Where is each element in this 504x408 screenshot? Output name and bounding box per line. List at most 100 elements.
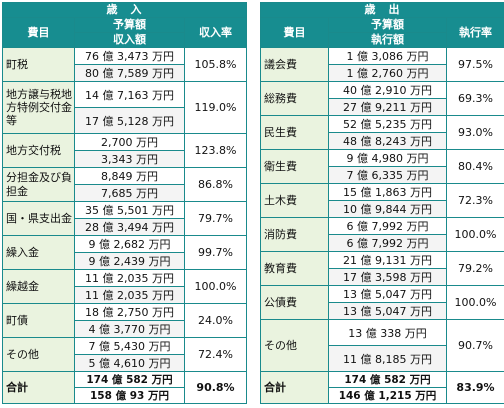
- revenue-col-rate: 収入率: [183, 17, 248, 48]
- revenue-actual-amount: 17 億 5,128 万円: [74, 107, 185, 134]
- revenue-budget-amount: 2,700 万円: [74, 133, 185, 151]
- revenue-row: その他 7 億 5,430 万円 72.4%: [2, 337, 248, 372]
- expenditure-rate: 97.5%: [445, 47, 504, 82]
- expenditure-actual-amount: 7 億 6,335 万円: [328, 166, 447, 184]
- expenditure-row-sub: 48 億 8,243 万円: [261, 132, 504, 150]
- revenue-row-sub: 3,343 万円: [3, 150, 247, 168]
- expenditure-total-actual: 146 億 1,215 万円: [328, 387, 447, 404]
- revenue-actual-amount: 80 億 7,589 万円: [74, 64, 185, 82]
- expenditure-actual-amount: 27 億 9,211 万円: [328, 98, 447, 116]
- revenue-budget-amount: 11 億 2,035 万円: [74, 269, 185, 287]
- revenue-total-label: 合計: [2, 371, 75, 404]
- revenue-row: 地方譲与税地方特例交付金等 14 億 7,163 万円 119.0%: [2, 81, 248, 134]
- revenue-row-sub: 5 億 4,610 万円: [3, 354, 247, 372]
- expenditure-budget-amount: 40 億 2,910 万円: [328, 81, 447, 99]
- revenue-item-name: 地方交付税: [2, 133, 75, 168]
- expenditure-actual-amount: 10 億 9,844 万円: [328, 200, 447, 218]
- expenditure-rate: 72.3%: [445, 183, 504, 218]
- expenditure-actual-amount: 11 億 8,185 万円: [328, 345, 447, 372]
- expenditure-item-name: 衛生費: [260, 149, 329, 184]
- revenue-row: 分担金及び負担金 8,849 万円 86.8%: [2, 167, 248, 202]
- expenditure-total-label: 合計: [260, 371, 329, 404]
- revenue-item-name: 地方譲与税地方特例交付金等: [2, 81, 75, 134]
- expenditure-row: 総務費 40 億 2,910 万円 69.3%: [260, 81, 504, 116]
- expenditure-row: 衛生費 9 億 4,980 万円 80.4%: [260, 149, 504, 184]
- expenditure-row-sub: 13 億 5,047 万円: [261, 302, 504, 320]
- expenditure-actual-amount: 48 億 8,243 万円: [328, 132, 447, 150]
- revenue-title: 歳 入: [1, 2, 248, 18]
- revenue-budget-amount: 8,849 万円: [74, 167, 185, 185]
- revenue-rate: 105.8%: [183, 47, 248, 82]
- revenue-item-name: 町税: [2, 47, 75, 82]
- revenue-col-item: 費目: [2, 17, 75, 48]
- expenditure-actual-amount: 17 億 3,598 万円: [328, 268, 447, 286]
- expenditure-item-name: 教育費: [260, 251, 329, 286]
- revenue-row: 繰入金 9 億 2,682 万円 99.7%: [2, 235, 248, 270]
- expenditure-col-rate: 執行率: [445, 17, 504, 48]
- expenditure-total-row-sub: 146 億 1,215 万円: [261, 387, 504, 404]
- revenue-rate: 119.0%: [183, 81, 248, 134]
- revenue-rate: 24.0%: [183, 303, 248, 338]
- expenditure-row: 土木費 15 億 1,863 万円 72.3%: [260, 183, 504, 218]
- expenditure-row: 議会費 1 億 3,086 万円 97.5%: [260, 47, 504, 82]
- revenue-actual-amount: 5 億 4,610 万円: [74, 354, 185, 372]
- revenue-table-container: 歳 入 費目 予算額 収入率 収入額 町税 76 億 3,473 万円 105.8%…: [1, 2, 248, 404]
- revenue-budget-amount: 14 億 7,163 万円: [74, 81, 185, 108]
- revenue-row: 繰越金 11 億 2,035 万円 100.0%: [2, 269, 248, 304]
- revenue-total-actual: 158 億 93 万円: [74, 387, 185, 404]
- expenditure-row: その他 13 億 338 万円 90.7%: [260, 319, 504, 372]
- revenue-row-sub: 7,685 万円: [3, 184, 247, 202]
- revenue-rate: 123.8%: [183, 133, 248, 168]
- revenue-actual-amount: 11 億 2,035 万円: [74, 286, 185, 304]
- revenue-actual-amount: 3,343 万円: [74, 150, 185, 168]
- expenditure-rate: 100.0%: [445, 217, 504, 252]
- expenditure-total-rate: 83.9%: [445, 371, 504, 404]
- expenditure-rate: 93.0%: [445, 115, 504, 150]
- revenue-col-actual: 収入額: [74, 32, 185, 48]
- revenue-table: 歳 入 費目 予算額 収入率 収入額 町税 76 億 3,473 万円 105.8%…: [1, 2, 248, 404]
- expenditure-rate: 69.3%: [445, 81, 504, 116]
- expenditure-budget-amount: 15 億 1,863 万円: [328, 183, 447, 201]
- revenue-total-rate: 90.8%: [183, 371, 248, 404]
- expenditure-col-item: 費目: [260, 17, 329, 48]
- revenue-rate: 100.0%: [183, 269, 248, 304]
- revenue-total-budget: 174 億 582 万円: [74, 371, 185, 388]
- expenditure-rate: 80.4%: [445, 149, 504, 184]
- revenue-rate: 72.4%: [183, 337, 248, 372]
- expenditure-row-sub: 27 億 9,211 万円: [261, 98, 504, 116]
- expenditure-row-sub: 6 億 7,992 万円: [261, 234, 504, 252]
- expenditure-item-name: 民生費: [260, 115, 329, 150]
- expenditure-budget-amount: 13 億 5,047 万円: [328, 285, 447, 303]
- revenue-actual-amount: 4 億 3,770 万円: [74, 320, 185, 338]
- expenditure-item-name: 公債費: [260, 285, 329, 320]
- expenditure-row-sub: 17 億 3,598 万円: [261, 268, 504, 286]
- revenue-row-sub: 11 億 2,035 万円: [3, 286, 247, 304]
- expenditure-rate: 90.7%: [445, 319, 504, 372]
- revenue-actual-amount: 28 億 3,494 万円: [74, 218, 185, 236]
- expenditure-row: 公債費 13 億 5,047 万円 100.0%: [260, 285, 504, 320]
- expenditure-row: 民生費 52 億 5,235 万円 93.0%: [260, 115, 504, 150]
- revenue-budget-amount: 35 億 5,501 万円: [74, 201, 185, 219]
- expenditure-title: 歳 出: [259, 2, 504, 18]
- revenue-row: 町債 18 億 2,750 万円 24.0%: [2, 303, 248, 338]
- revenue-actual-amount: 7,685 万円: [74, 184, 185, 202]
- revenue-item-name: 分担金及び負担金: [2, 167, 75, 202]
- revenue-item-name: 繰入金: [2, 235, 75, 270]
- revenue-item-name: 繰越金: [2, 269, 75, 304]
- revenue-item-name: その他: [2, 337, 75, 372]
- expenditure-item-name: 総務費: [260, 81, 329, 116]
- expenditure-row-sub: 11 億 8,185 万円: [261, 345, 504, 372]
- revenue-total-row-sub: 158 億 93 万円: [3, 387, 247, 404]
- expenditure-col-budget: 予算額: [328, 17, 447, 33]
- revenue-row: 国・県支出金 35 億 5,501 万円 79.7%: [2, 201, 248, 236]
- revenue-actual-amount: 9 億 2,439 万円: [74, 252, 185, 270]
- expenditure-row-sub: 1 億 2,760 万円: [261, 64, 504, 82]
- expenditure-item-name: 土木費: [260, 183, 329, 218]
- revenue-rate: 86.8%: [183, 167, 248, 202]
- expenditure-budget-amount: 21 億 9,131 万円: [328, 251, 447, 269]
- revenue-row: 地方交付税 2,700 万円 123.8%: [2, 133, 248, 168]
- revenue-rate: 99.7%: [183, 235, 248, 270]
- revenue-rate: 79.7%: [183, 201, 248, 236]
- revenue-col-budget: 予算額: [74, 17, 185, 33]
- expenditure-budget-amount: 9 億 4,980 万円: [328, 149, 447, 167]
